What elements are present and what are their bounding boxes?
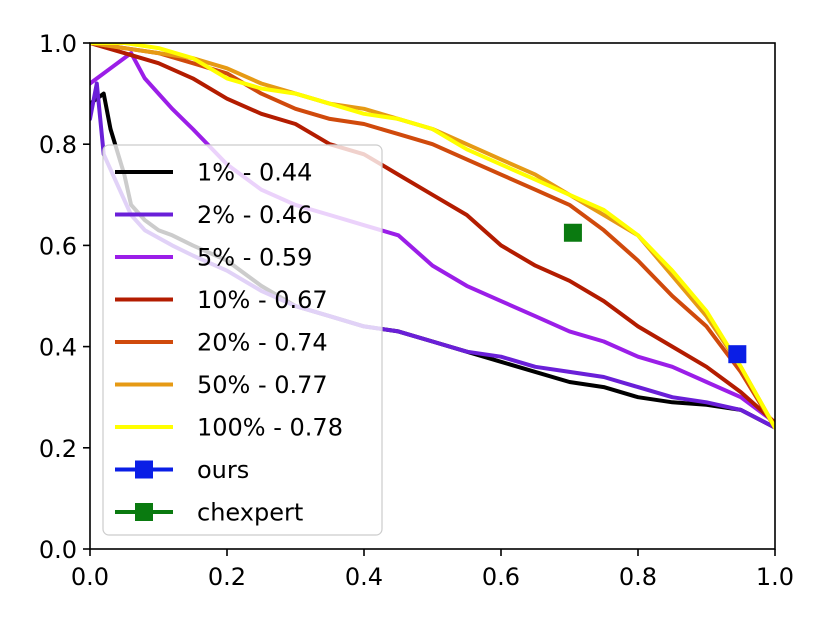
legend-label-50-0-77: 50% - 0.77 [197,371,328,399]
y-tick-label: 0.8 [39,131,77,159]
y-tick-label: 0.4 [39,334,77,362]
legend-label-5-0-59: 5% - 0.59 [197,244,312,272]
x-tick-label: 0.8 [619,563,657,591]
x-tick-label: 0.0 [71,563,109,591]
y-tick-label: 0.6 [39,232,77,260]
x-axis-ticks: 0.0 0.2 0.4 0.6 0.8 1.0 [71,549,794,591]
legend-marker-ours [135,460,153,479]
series-line-10-0-67 [90,43,775,425]
y-axis-ticks: 0.0 0.2 0.4 0.6 0.8 1.0 [39,30,90,564]
x-tick-label: 0.4 [345,563,383,591]
legend-box [102,144,383,536]
series-line-100-0-78 [90,43,775,430]
marker-ours [728,345,747,364]
legend: 1% - 0.44 2% - 0.46 5% - 0.59 10% - 0.67 20%… [102,144,383,536]
y-tick-label: 1.0 [39,30,77,58]
x-tick-label: 1.0 [756,563,794,591]
legend-label-100-0-78: 100% - 0.78 [197,414,343,442]
legend-label-chexpert: chexpert [197,499,303,527]
x-tick-label: 0.6 [482,563,520,591]
legend-label-10-0-67: 10% - 0.67 [197,286,328,314]
legend-label-1-0-44: 1% - 0.44 [197,159,312,187]
legend-label-2-0-46: 2% - 0.46 [197,201,312,229]
legend-marker-chexpert [135,503,153,521]
axes-frame [89,42,776,550]
legend-label-20-0-74: 20% - 0.74 [197,329,328,357]
y-tick-label: 0.0 [39,536,77,564]
legend-label-ours: ours [197,456,249,484]
y-tick-label: 0.2 [39,435,77,463]
x-tick-label: 0.2 [208,563,246,591]
marker-chexpert [563,223,582,242]
